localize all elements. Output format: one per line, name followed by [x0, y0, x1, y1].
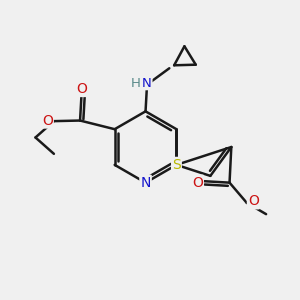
Text: O: O — [248, 194, 259, 208]
Text: O: O — [77, 82, 88, 96]
Text: N: N — [142, 76, 152, 90]
Text: S: S — [172, 158, 181, 172]
Text: O: O — [192, 176, 203, 190]
Text: O: O — [42, 113, 53, 128]
Text: H: H — [131, 76, 141, 90]
Text: N: N — [140, 176, 151, 190]
